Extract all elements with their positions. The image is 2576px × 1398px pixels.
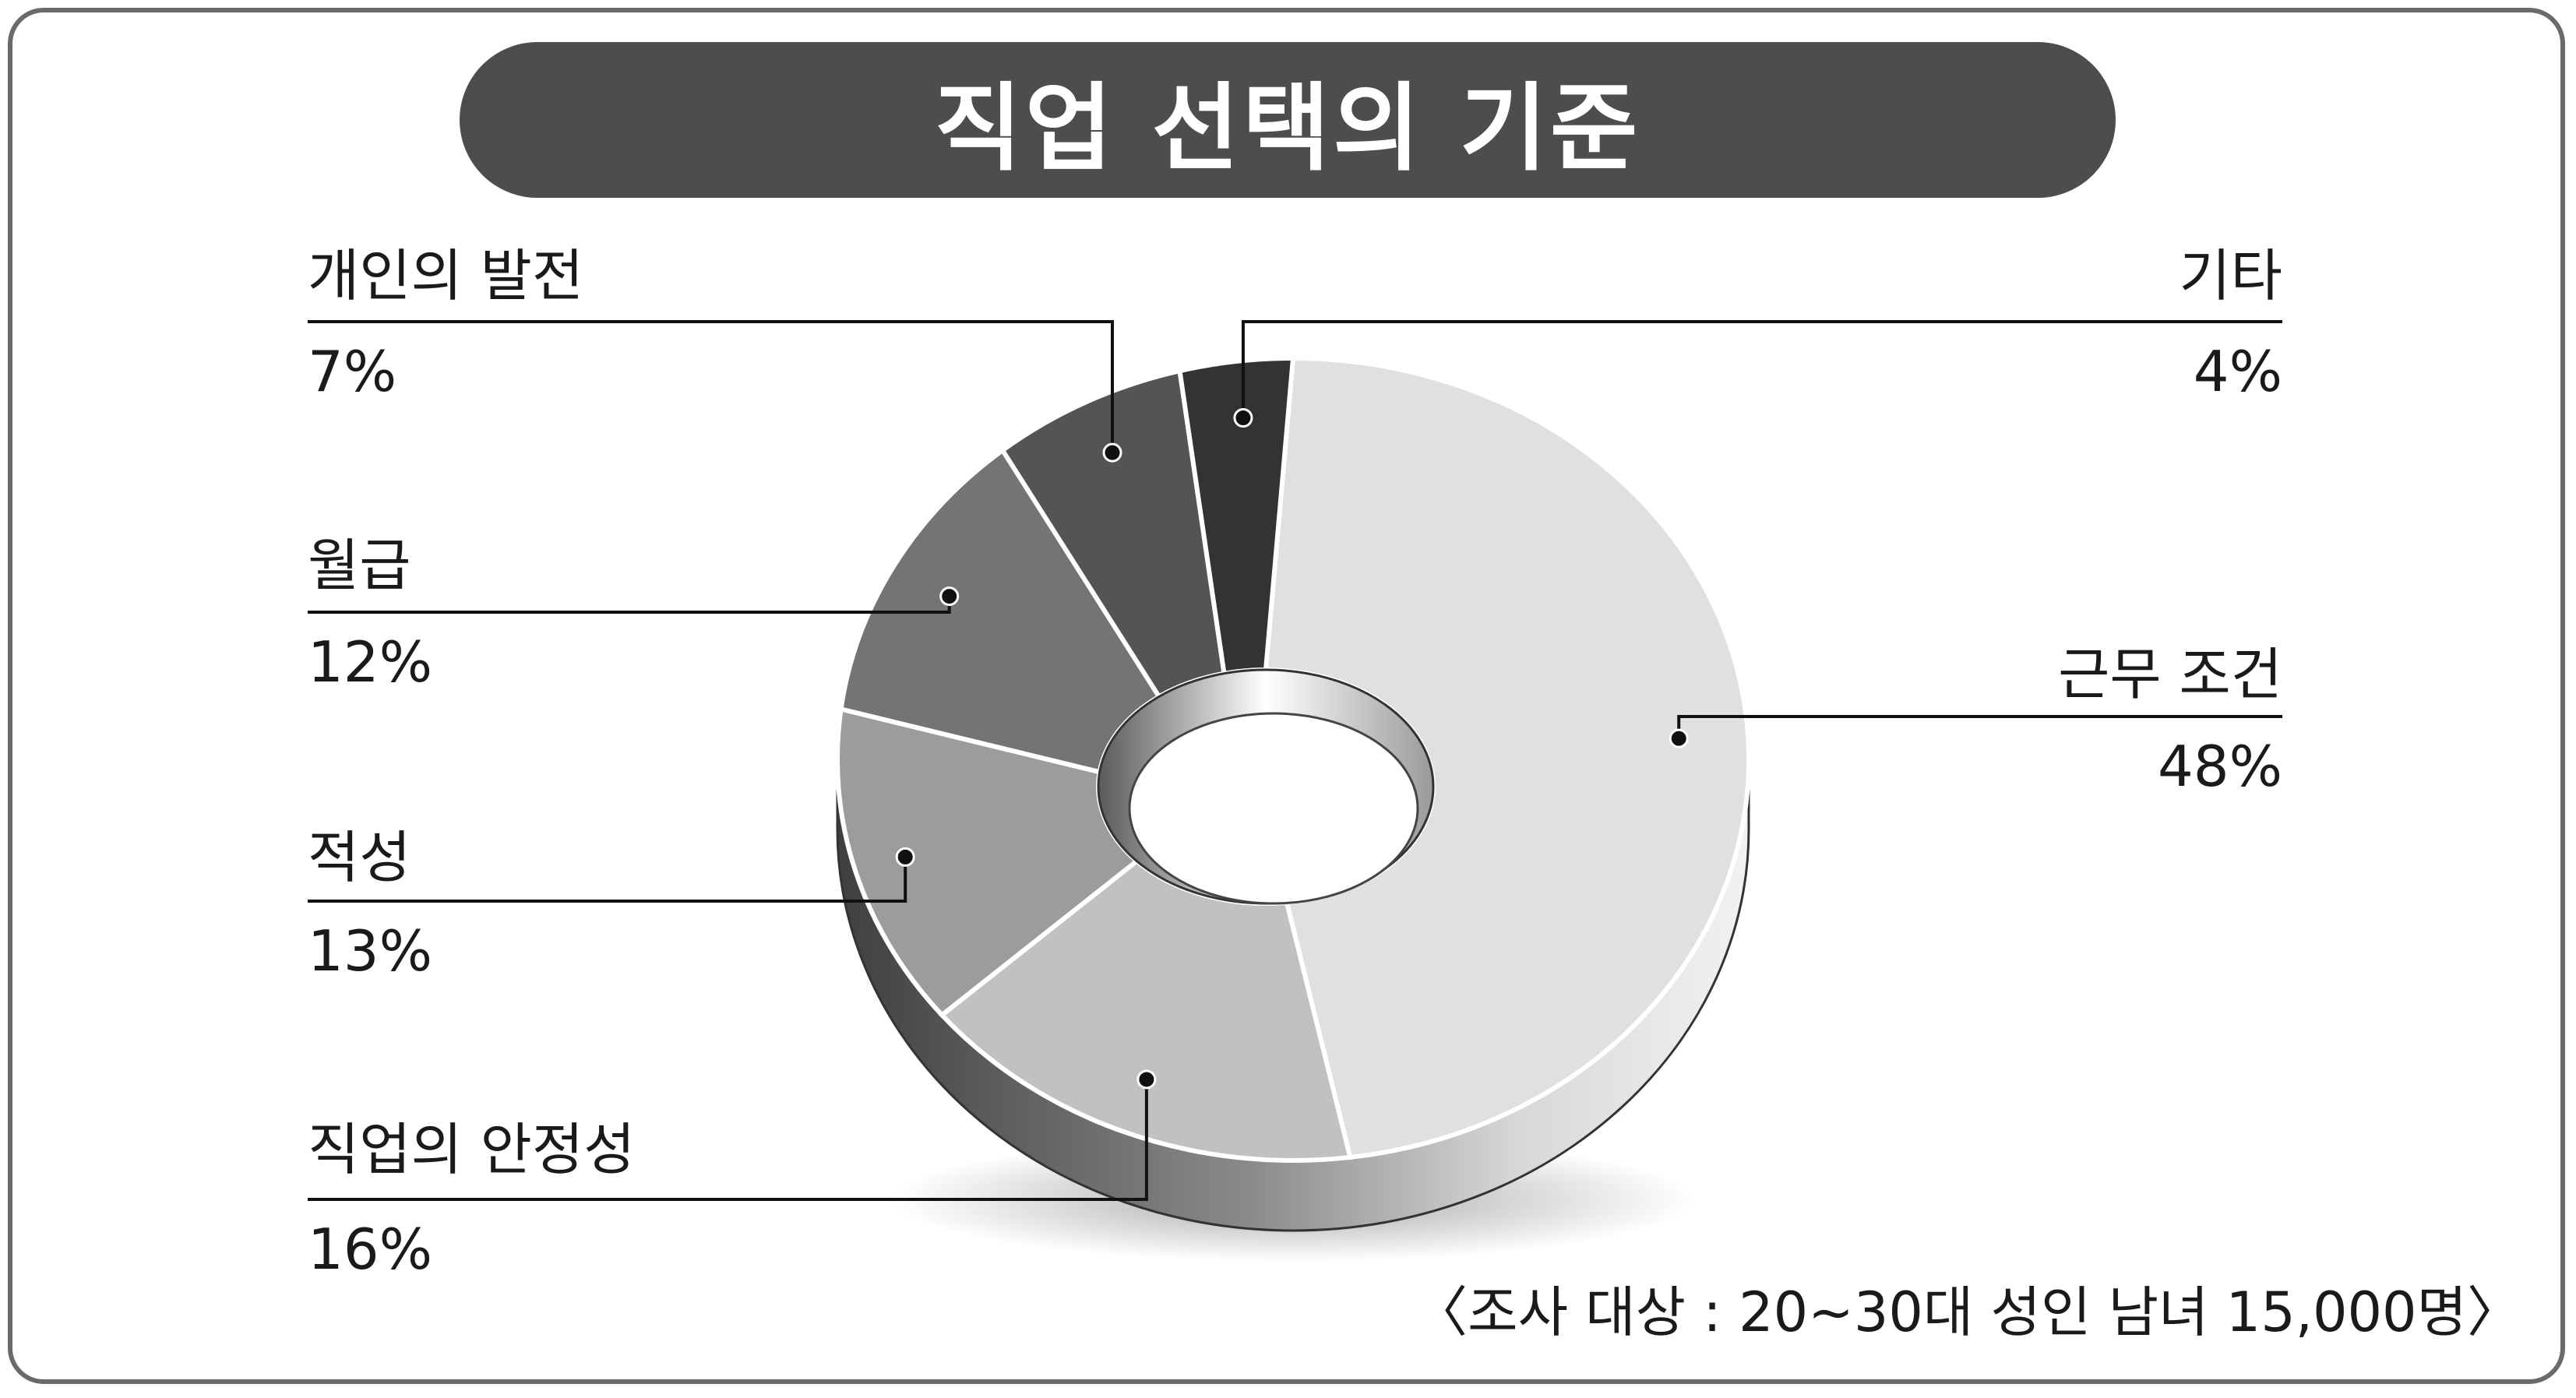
- slice-label-2: 직업의 안정성: [308, 1117, 636, 1182]
- leader-dot-1: [1669, 728, 1689, 748]
- leader-line-2: [308, 1079, 1148, 1201]
- survey-note: 〈조사 대상 : 20∼30대 성인 남녀 15,000명〉: [1413, 1280, 2521, 1344]
- slice-label-1: 근무 조건: [2058, 642, 2282, 707]
- leader-dot-4: [939, 586, 960, 607]
- slice-value-6: 4%: [2193, 339, 2282, 404]
- slice-value-4: 12%: [308, 629, 433, 695]
- slice-value-5: 7%: [308, 339, 397, 404]
- slice-value-3: 13%: [308, 918, 433, 984]
- donut-hole: [1128, 712, 1419, 905]
- slice-label-4: 월급: [308, 533, 411, 598]
- leader-dot-3: [895, 847, 915, 867]
- slice-label-5: 개인의 발전: [308, 243, 584, 308]
- slice-label-6: 기타: [2179, 243, 2282, 308]
- leader-dot-6: [1233, 407, 1253, 428]
- chart-title-banner: 직업 선택의 기준: [460, 42, 2116, 198]
- slice-value-2: 16%: [308, 1217, 433, 1282]
- leader-dot-5: [1102, 442, 1122, 463]
- leader-line-5: [308, 320, 1115, 453]
- leader-dot-2: [1136, 1069, 1157, 1090]
- slice-label-3: 적성: [308, 825, 411, 890]
- leader-line-4: [308, 596, 951, 614]
- slice-value-1: 48%: [2157, 734, 2282, 799]
- leader-line-3: [308, 857, 907, 903]
- chart-title: 직업 선택의 기준: [934, 72, 1641, 184]
- leader-line-6: [1241, 320, 2282, 418]
